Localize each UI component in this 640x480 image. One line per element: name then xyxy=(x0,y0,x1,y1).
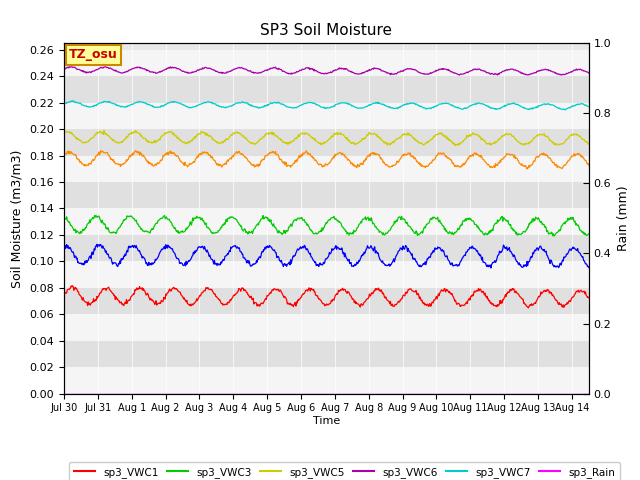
Y-axis label: Rain (mm): Rain (mm) xyxy=(617,186,630,251)
Title: SP3 Soil Moisture: SP3 Soil Moisture xyxy=(260,23,392,38)
Legend: sp3_VWC1, sp3_VWC2, sp3_VWC3, sp3_VWC4, sp3_VWC5, sp3_VWC6, sp3_VWC7, sp3_Rain: sp3_VWC1, sp3_VWC2, sp3_VWC3, sp3_VWC4, … xyxy=(69,462,620,480)
Bar xyxy=(64,367,589,394)
Bar xyxy=(64,262,589,288)
Bar xyxy=(64,235,589,262)
Bar xyxy=(64,288,589,314)
Bar xyxy=(64,156,589,182)
Bar xyxy=(64,314,589,341)
Bar xyxy=(64,208,589,235)
Bar xyxy=(64,341,589,367)
Text: TZ_osu: TZ_osu xyxy=(69,48,118,61)
Bar xyxy=(64,129,589,156)
Bar xyxy=(64,182,589,208)
Bar xyxy=(64,76,589,103)
X-axis label: Time: Time xyxy=(313,416,340,426)
Y-axis label: Soil Moisture (m3/m3): Soil Moisture (m3/m3) xyxy=(11,149,24,288)
Bar xyxy=(64,103,589,129)
Bar xyxy=(64,50,589,76)
